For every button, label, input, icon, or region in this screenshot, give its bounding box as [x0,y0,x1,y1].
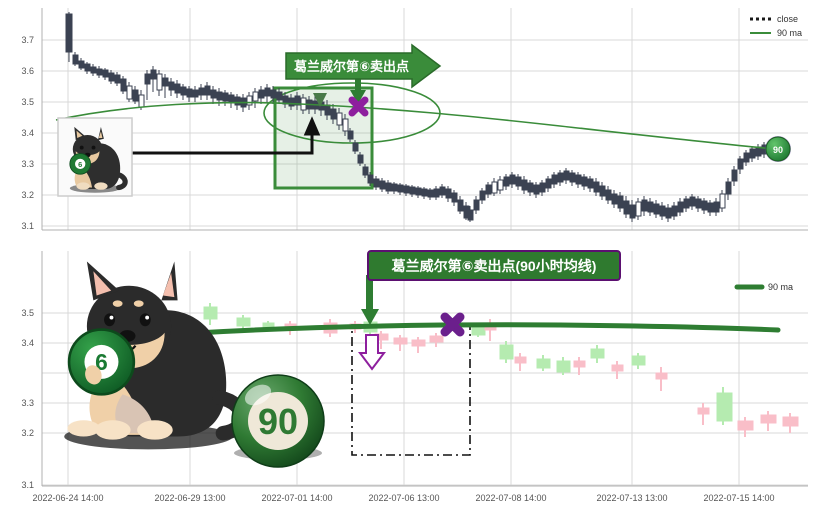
top-arrow-down [350,74,366,104]
bottom-ytick: 3.1 [21,480,34,490]
top-ytick: 3.2 [21,190,34,200]
top-legend-ma90: 90 ma [750,28,802,38]
bottom-banner-box: 葛兰威尔第⑥卖出点(90小时均线) [367,250,621,281]
top-legend-ma90-label: 90 ma [777,28,802,38]
top-ma90-line [55,101,776,150]
top-triangle-down-marker [313,93,327,107]
top-banner-text: 葛兰威尔第⑥卖出点 [293,59,409,74]
top-legend: close 90 ma [750,14,802,38]
top-ytick: 3.7 [21,35,34,45]
xtick: 2022-07-01 14:00 [261,493,332,503]
top-endpoint-ball-label: 90 [773,145,783,155]
top-legend-close: close [750,14,798,24]
bottom-chart-panel: 3.5 3.4 3.3 3.2 3.1 [21,250,808,503]
xtick: 2022-07-06 13:00 [368,493,439,503]
xtick: 2022-07-08 14:00 [475,493,546,503]
bottom-ball-90: 90 [231,374,325,468]
bottom-ytick: 3.4 [21,338,34,348]
top-legend-close-label: close [777,14,798,24]
xtick: 2022-07-15 14:00 [703,493,774,503]
bottom-sell-x-marker [440,312,465,337]
top-sell-x-marker [348,96,369,117]
top-ytick: 3.4 [21,128,34,138]
bottom-legend-ma90: 90 ma [734,282,793,292]
xtick: 2022-06-29 13:00 [154,493,225,503]
bottom-ytick: 3.5 [21,308,34,318]
bottom-hollow-arrow-down [358,334,386,371]
top-dog-ball-label: 6 [78,160,82,169]
top-banner-arrow: 葛兰威尔第⑥卖出点 [285,43,442,89]
bottom-ytick: 3.3 [21,398,34,408]
bottom-y-axis-labels: 3.5 3.4 3.3 3.2 3.1 [21,308,34,490]
bottom-banner-text: 葛兰威尔第⑥卖出点(90小时均线) [391,258,597,274]
top-callout-pointer [131,116,321,155]
bottom-ma90-line [193,322,781,336]
bottom-legend-ma90-label: 90 ma [768,282,793,292]
top-ytick: 3.5 [21,97,34,107]
top-endpoint-ball: 90 [765,136,791,162]
xtick: 2022-07-13 13:00 [596,493,667,503]
top-ytick: 3.3 [21,159,34,169]
bottom-ytick: 3.2 [21,428,34,438]
bottom-legend: 90 ma [734,282,793,292]
xtick: 2022-06-24 14:00 [32,493,103,503]
top-ytick: 3.6 [21,66,34,76]
top-ellipse-annotation [263,82,441,144]
x-axis-labels: 2022-06-24 14:00 2022-06-29 13:00 2022-0… [32,493,774,503]
top-chart-panel: 3.7 3.6 3.5 3.4 3.3 3.2 3.1 [21,8,808,231]
top-y-axis-labels: 3.7 3.6 3.5 3.4 3.3 3.2 3.1 [21,35,34,231]
top-dog-callout: 6 [57,117,133,197]
bottom-ball-90-label: 90 [258,401,298,442]
bottom-arrow-down [361,275,379,325]
top-ytick: 3.1 [21,221,34,231]
